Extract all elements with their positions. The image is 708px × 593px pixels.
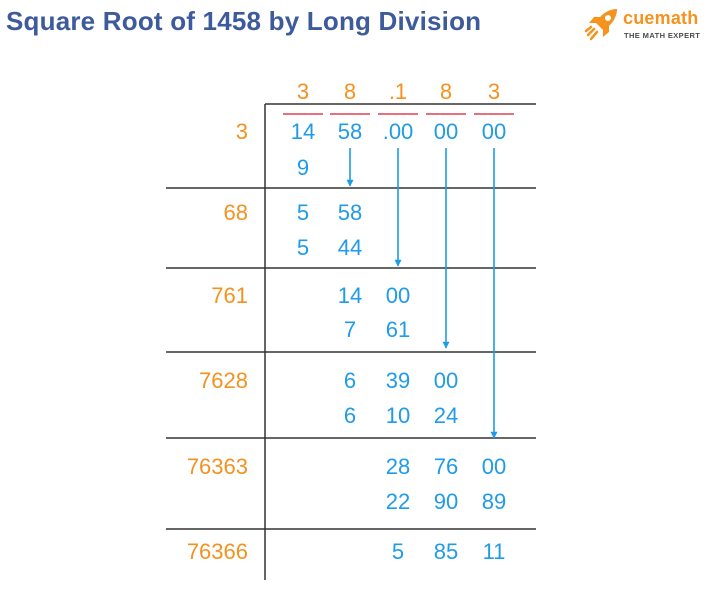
divisor: 761 xyxy=(211,283,248,308)
divisor: 76366 xyxy=(187,539,248,564)
page-title: Square Root of 1458 by Long Division xyxy=(6,6,482,36)
quotient-digit: 3 xyxy=(297,79,309,104)
remainder-value: 00 xyxy=(386,283,410,308)
subtract-value: 44 xyxy=(338,235,362,260)
logo-name: cuemath xyxy=(623,8,699,28)
subtract-value: 5 xyxy=(297,235,309,260)
divisor: 3 xyxy=(236,119,248,144)
subtract-value: 9 xyxy=(297,155,309,180)
remainder-value: 6 xyxy=(344,368,356,393)
subtract-value: 6 xyxy=(344,403,356,428)
remainder-value: 00 xyxy=(482,454,506,479)
remainder-value: 39 xyxy=(386,368,410,393)
remainder-value: 58 xyxy=(338,200,362,225)
remainder-value: 14 xyxy=(338,283,362,308)
dividend-group: .00 xyxy=(383,119,414,144)
subtract-value: 7 xyxy=(344,317,356,342)
quotient-digit: 3 xyxy=(488,79,500,104)
quotient-digit: 8 xyxy=(440,79,452,104)
dividend-group: 00 xyxy=(482,119,506,144)
remainder-value: 85 xyxy=(434,539,458,564)
quotient-digit: 8 xyxy=(344,79,356,104)
remainder-value: 28 xyxy=(386,454,410,479)
subtract-value: 24 xyxy=(434,403,458,428)
remainder-value: 5 xyxy=(297,200,309,225)
remainder-value: 76 xyxy=(434,454,458,479)
remainder-value: 00 xyxy=(434,368,458,393)
subtract-value: 90 xyxy=(434,489,458,514)
cuemath-logo: cuemath THE MATH EXPERT xyxy=(584,4,704,46)
subtract-value: 89 xyxy=(482,489,506,514)
logo-tagline: THE MATH EXPERT xyxy=(624,31,701,40)
divisor: 68 xyxy=(224,200,248,225)
divisor: 7628 xyxy=(199,368,248,393)
subtract-value: 10 xyxy=(386,403,410,428)
dividend-group: 00 xyxy=(434,119,458,144)
subtract-value: 61 xyxy=(386,317,410,342)
dividend-group: 14 xyxy=(291,119,315,144)
remainder-value: 11 xyxy=(483,539,506,564)
subtract-value: 22 xyxy=(386,489,410,514)
divisor: 76363 xyxy=(187,454,248,479)
rocket-icon xyxy=(584,9,617,41)
quotient-digit: .1 xyxy=(389,79,407,104)
remainder-value: 5 xyxy=(392,539,404,564)
dividend-group: 58 xyxy=(338,119,362,144)
